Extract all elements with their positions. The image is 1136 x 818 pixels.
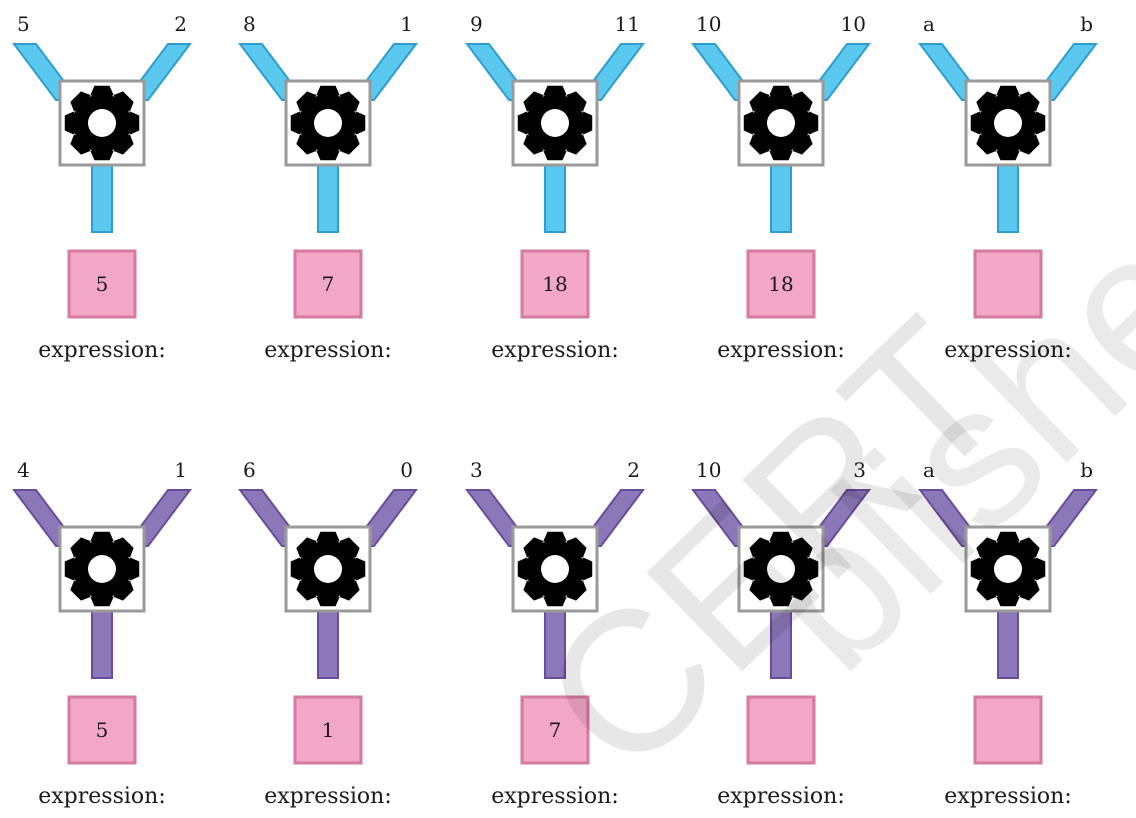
expression-label: expression: [491,338,619,363]
left-input-label: 9 [470,12,483,36]
right-input-label: 11 [615,12,640,36]
output-value: 5 [96,272,109,296]
output-value: 18 [768,272,793,296]
gear-icon [743,531,819,607]
left-input-label: 3 [470,458,483,482]
machine-r2-c5: a b expression: [918,458,1098,809]
machine-r1-c3: 9 11 18 expression: [465,12,645,363]
expression-label: expression: [717,784,845,809]
expression-label: expression: [264,784,392,809]
output-value: 18 [542,272,567,296]
expression-label: expression: [944,338,1072,363]
right-input-label: 3 [853,458,866,482]
output-box [973,695,1043,765]
gear-icon [517,531,593,607]
output-box [293,695,363,765]
machine-r2-c2: 6 0 1 expression: [238,458,418,809]
machine-r2-c4: 10 3 expression: [691,458,871,809]
expression-label: expression: [38,784,166,809]
output-value: 1 [322,718,335,742]
right-input-label: 1 [174,458,187,482]
machine-r2-c3: 3 2 7 expression: [465,458,645,809]
output-stem [770,163,792,233]
output-stem [317,163,339,233]
output-box [746,695,816,765]
output-stem [997,609,1019,679]
output-value: 7 [322,272,335,296]
output-stem [544,609,566,679]
gear-icon [970,85,1046,161]
expression-label: expression: [944,784,1072,809]
output-stem [770,609,792,679]
right-input-label: 0 [400,458,413,482]
output-box [746,249,816,319]
expression-label: expression: [38,338,166,363]
output-box [973,249,1043,319]
output-stem [91,163,113,233]
expression-label: expression: [264,338,392,363]
right-input-label: 2 [174,12,187,36]
left-input-label: 8 [243,12,256,36]
output-box [293,249,363,319]
machine-r1-c5: a b expression: [918,12,1098,363]
right-input-label: b [1080,12,1093,36]
output-value: 5 [96,718,109,742]
gear-icon [743,85,819,161]
left-input-label: 5 [17,12,30,36]
gear-icon [970,531,1046,607]
left-input-label: 10 [696,458,721,482]
gear-icon [517,85,593,161]
expression-label: expression: [717,338,845,363]
output-box [67,695,137,765]
expression-label: expression: [491,784,619,809]
gear-icon [290,85,366,161]
output-stem [997,163,1019,233]
output-box [67,249,137,319]
right-input-label: 1 [400,12,413,36]
output-value: 7 [549,718,562,742]
output-box [520,695,590,765]
left-input-label: 4 [17,458,30,482]
left-input-label: 10 [696,12,721,36]
gear-icon [64,85,140,161]
left-input-label: a [923,12,935,36]
output-stem [91,609,113,679]
left-input-label: a [923,458,935,482]
machine-r1-c4: 10 10 18 expression: [691,12,871,363]
machine-r1-c1: 5 2 5 expression: [12,12,192,363]
right-input-label: 10 [841,12,866,36]
right-input-label: b [1080,458,1093,482]
output-stem [317,609,339,679]
gear-icon [64,531,140,607]
machine-r2-c1: 4 1 5 expression: [12,458,192,809]
left-input-label: 6 [243,458,256,482]
right-input-label: 2 [627,458,640,482]
machine-r1-c2: 8 1 7 expression: [238,12,418,363]
gear-icon [290,531,366,607]
output-box [520,249,590,319]
output-stem [544,163,566,233]
